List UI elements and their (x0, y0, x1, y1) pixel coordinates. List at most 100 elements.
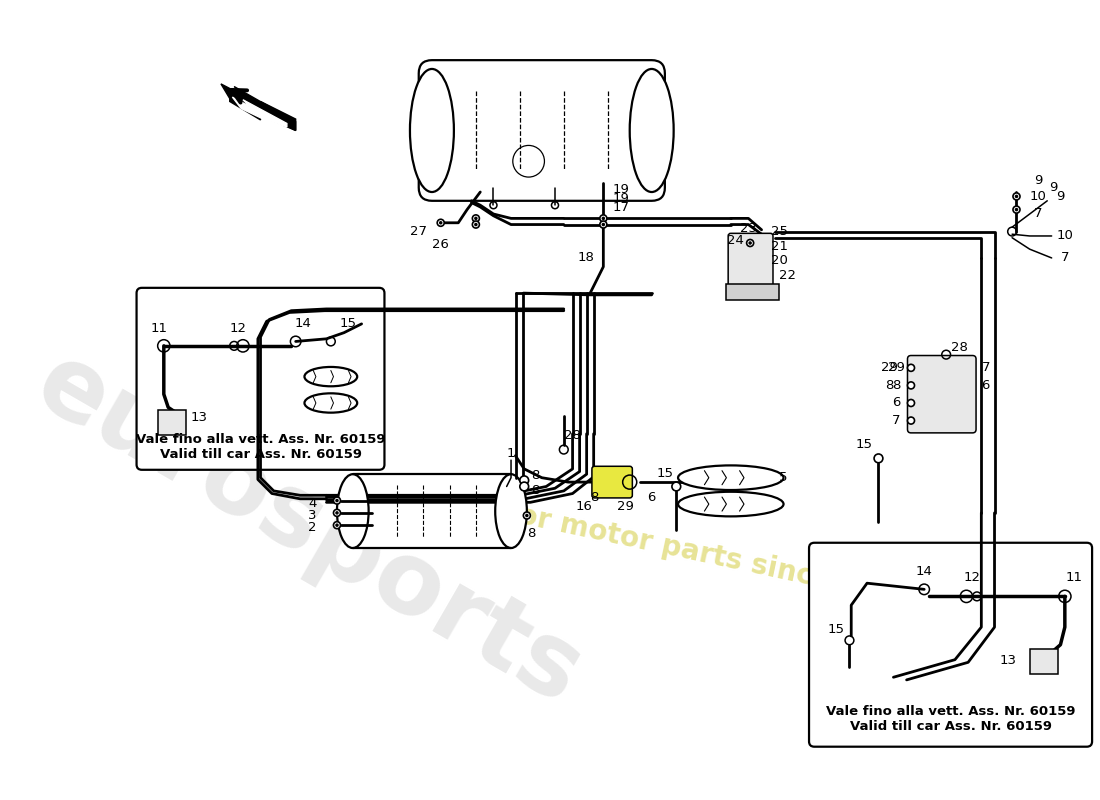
Ellipse shape (337, 474, 368, 548)
Text: 13: 13 (190, 411, 208, 425)
Text: 15: 15 (340, 318, 356, 330)
Circle shape (520, 476, 529, 485)
Circle shape (600, 221, 607, 228)
Circle shape (333, 497, 341, 504)
Circle shape (908, 364, 914, 371)
Text: 5: 5 (779, 471, 788, 484)
Text: 28: 28 (950, 341, 968, 354)
Text: 8: 8 (892, 379, 900, 392)
Text: 18: 18 (578, 251, 594, 265)
Circle shape (747, 239, 754, 246)
Circle shape (1014, 208, 1019, 211)
Circle shape (1014, 194, 1019, 198)
Ellipse shape (495, 474, 527, 548)
Text: 23: 23 (740, 222, 757, 235)
Text: 27: 27 (410, 225, 427, 238)
Circle shape (472, 215, 480, 222)
Text: 21: 21 (771, 240, 788, 253)
Ellipse shape (678, 466, 783, 490)
Circle shape (474, 222, 477, 226)
Text: 24: 24 (727, 234, 744, 247)
Circle shape (336, 511, 339, 514)
Circle shape (1013, 193, 1020, 200)
Polygon shape (221, 84, 296, 130)
Ellipse shape (629, 69, 673, 192)
Circle shape (908, 399, 914, 406)
Text: a passion for motor parts since: a passion for motor parts since (625, 564, 648, 566)
Text: 20: 20 (771, 254, 788, 267)
Text: 8: 8 (591, 491, 598, 505)
Text: 12: 12 (964, 570, 981, 583)
Text: 7: 7 (892, 414, 900, 427)
Text: 6: 6 (892, 397, 900, 410)
Text: 4: 4 (308, 497, 317, 510)
Text: 17: 17 (613, 202, 629, 214)
Text: 8: 8 (884, 379, 893, 392)
Text: 11: 11 (151, 322, 168, 334)
Text: 8: 8 (527, 526, 536, 539)
Polygon shape (230, 91, 296, 130)
Text: 9: 9 (1049, 181, 1057, 194)
Text: 14: 14 (295, 318, 311, 330)
Text: 8: 8 (531, 484, 540, 498)
Text: 6: 6 (981, 379, 990, 392)
Text: 7: 7 (1034, 207, 1043, 221)
FancyBboxPatch shape (808, 542, 1092, 746)
Bar (1030, 649, 1058, 674)
Text: 15: 15 (657, 467, 673, 480)
Bar (726, 284, 779, 300)
Text: eurosports: eurosports (19, 335, 598, 726)
Text: 13: 13 (999, 654, 1016, 667)
Text: 11: 11 (1065, 570, 1082, 583)
Text: 14: 14 (916, 566, 933, 578)
Circle shape (474, 217, 477, 220)
Circle shape (336, 499, 339, 502)
Text: 6: 6 (648, 491, 656, 505)
Circle shape (333, 510, 341, 516)
Bar (157, 410, 186, 434)
Text: 25: 25 (771, 225, 788, 238)
Text: 9: 9 (1034, 174, 1043, 187)
Text: 15: 15 (828, 623, 845, 636)
Text: 28: 28 (564, 429, 581, 442)
Polygon shape (232, 97, 287, 127)
Circle shape (524, 512, 530, 519)
FancyBboxPatch shape (592, 466, 632, 498)
Text: 10: 10 (1056, 230, 1074, 242)
Text: 29: 29 (888, 362, 904, 374)
Text: 15: 15 (856, 438, 873, 451)
Circle shape (437, 219, 444, 226)
Text: 19: 19 (613, 183, 629, 196)
Circle shape (600, 215, 607, 222)
Text: 9: 9 (1056, 190, 1065, 203)
Circle shape (874, 454, 883, 462)
FancyBboxPatch shape (136, 288, 385, 470)
Circle shape (602, 217, 605, 220)
Ellipse shape (410, 69, 454, 192)
Text: 22: 22 (780, 269, 796, 282)
FancyBboxPatch shape (419, 60, 664, 201)
Circle shape (672, 482, 681, 491)
Circle shape (333, 522, 341, 529)
Text: 12: 12 (230, 322, 248, 334)
Text: 16: 16 (575, 500, 593, 514)
Circle shape (336, 523, 339, 527)
Circle shape (908, 417, 914, 424)
Text: 7: 7 (1060, 251, 1069, 265)
Circle shape (1013, 206, 1020, 213)
Ellipse shape (305, 394, 358, 413)
Text: 3: 3 (308, 509, 317, 522)
Text: 1: 1 (507, 446, 515, 459)
FancyBboxPatch shape (728, 234, 773, 296)
Text: 26: 26 (432, 238, 449, 251)
FancyBboxPatch shape (908, 355, 976, 433)
Circle shape (439, 221, 442, 225)
Text: a passion for motor parts since 1985: a passion for motor parts since 1985 (349, 466, 918, 613)
Text: 10: 10 (1030, 190, 1047, 203)
Circle shape (525, 514, 529, 518)
Text: 29: 29 (617, 500, 634, 514)
Text: Vale fino alla vett. Ass. Nr. 60159
Valid till car Ass. Nr. 60159: Vale fino alla vett. Ass. Nr. 60159 Vali… (826, 706, 1076, 734)
Text: 7: 7 (981, 362, 990, 374)
Ellipse shape (678, 492, 783, 516)
Bar (353, 474, 512, 548)
